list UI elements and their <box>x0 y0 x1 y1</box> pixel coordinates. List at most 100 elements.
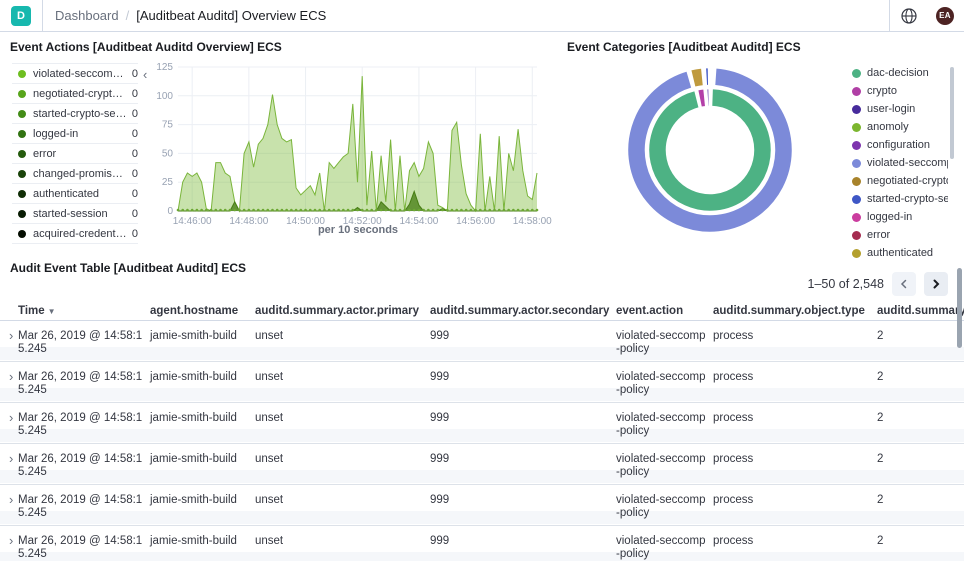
legend-label: configuration <box>867 139 930 151</box>
expand-row-icon[interactable]: › <box>9 328 14 343</box>
divider <box>889 0 890 31</box>
donut-segment-negotiated-crypto[interactable] <box>689 67 705 89</box>
audit-table-panel-title[interactable]: Audit Event Table [Auditbeat Auditd] ECS <box>10 261 246 275</box>
legend-item[interactable]: negotiated-crypto-key0 <box>12 83 138 103</box>
legend-item[interactable]: anomoly <box>852 118 948 136</box>
expand-row-icon[interactable]: › <box>9 492 14 507</box>
table-cell: violated-seccomp-policy <box>616 453 706 478</box>
column-header-auditd-summary-actor-primary: auditd.summary.actor.primary <box>255 305 420 317</box>
event-actions-area-chart[interactable]: 0 25 50 75 100 125 14:46:00 14:48:00 14:50:00 14:… <box>140 55 560 245</box>
expand-row-icon[interactable]: › <box>9 369 14 384</box>
legend-item[interactable]: crypto <box>852 82 948 100</box>
row-stripe <box>0 511 964 524</box>
legend-item[interactable]: started-crypto-se... <box>852 190 948 208</box>
legend-value: 0 <box>131 227 138 240</box>
collapse-legend-icon[interactable]: ‹ <box>143 67 148 82</box>
svg-text:125: 125 <box>156 62 173 73</box>
legend-item[interactable]: user-login <box>852 100 948 118</box>
legend-item[interactable]: configuration <box>852 136 948 154</box>
legend-item[interactable]: error <box>852 226 948 244</box>
legend-color-dot <box>852 176 861 186</box>
table-row: › Mar 26, 2019 @ 14:58:15.245 jamie-smith-… <box>0 321 964 362</box>
svg-text:75: 75 <box>162 120 174 131</box>
table-cell: Mar 26, 2019 @ 14:58:15.245 <box>18 412 143 437</box>
column-header-expand <box>0 300 18 320</box>
donut-segment-crypto[interactable] <box>696 87 707 109</box>
svg-text:14:46:00: 14:46:00 <box>173 216 212 227</box>
table-cell: 2 <box>877 412 884 424</box>
legend-color-dot <box>18 109 26 118</box>
legend-value: 0 <box>131 147 138 160</box>
table-cell: process <box>713 330 754 342</box>
donut-segment-user-login[interactable] <box>705 87 711 108</box>
legend-item[interactable]: negotiated-crypto... <box>852 172 948 190</box>
avatar[interactable]: EA <box>936 6 954 25</box>
breadcrumb-dashboard[interactable]: Dashboard <box>55 8 119 23</box>
table-cell: violated-seccomp-policy <box>616 412 706 437</box>
event-actions-panel-title[interactable]: Event Actions [Auditbeat Auditd Overview… <box>10 40 282 54</box>
column-header-time[interactable]: Time ▼ <box>18 305 56 317</box>
column-header-auditd-summary-object-type: auditd.summary.object.type <box>713 305 865 317</box>
table-cell: Mar 26, 2019 @ 14:58:15.245 <box>18 494 143 519</box>
legend-value: 0 <box>131 167 138 180</box>
column-header-auditd-summary: auditd.summary <box>877 305 964 317</box>
legend-item[interactable]: started-session 0 <box>12 203 138 223</box>
table-cell: 2 <box>877 494 884 506</box>
expand-row-icon[interactable]: › <box>9 410 14 425</box>
legend-item[interactable]: started-crypto-sessi... 0 <box>12 103 138 123</box>
svg-text:0: 0 <box>167 206 173 217</box>
table-cell: 2 <box>877 330 884 342</box>
table-cell: 2 <box>877 371 884 383</box>
legend-item[interactable]: error 0 <box>12 143 138 163</box>
legend-label: dac-decision <box>867 67 929 79</box>
event-actions-legend: violated-seccomp-p... 0 negotiated-crypto-… <box>12 63 138 244</box>
legend-scrollbar[interactable] <box>950 67 954 159</box>
legend-label: user-login <box>867 103 916 115</box>
help-globe-icon[interactable] <box>900 7 918 25</box>
legend-item[interactable]: authenticated 0 <box>12 183 138 203</box>
legend-item[interactable]: violated-seccomp... <box>852 154 948 172</box>
previous-page-button[interactable] <box>892 272 916 296</box>
table-cell: unset <box>255 330 284 342</box>
table-cell: jamie-smith-build <box>150 453 237 465</box>
next-page-button[interactable] <box>924 272 948 296</box>
legend-item[interactable]: logged-in 0 <box>12 123 138 143</box>
table-row: › Mar 26, 2019 @ 14:58:15.245 jamie-smith-… <box>0 362 964 403</box>
table-cell: unset <box>255 494 284 506</box>
donut-segment-started-crypto-se[interactable] <box>704 66 710 87</box>
legend-item[interactable]: dac-decision <box>852 64 948 82</box>
column-header-auditd-summary-actor-secondary: auditd.summary.actor.secondary <box>430 305 610 317</box>
page-scrollbar[interactable] <box>957 268 962 348</box>
table-cell: jamie-smith-build <box>150 535 237 547</box>
legend-item[interactable]: acquired-credentials 0 <box>12 223 138 244</box>
legend-item[interactable]: authenticated <box>852 244 948 262</box>
table-cell: unset <box>255 412 284 424</box>
legend-value: 0 <box>131 127 138 140</box>
table-cell: Mar 26, 2019 @ 14:58:15.245 <box>18 453 143 478</box>
table-cell: unset <box>255 535 284 547</box>
legend-label: logged-in <box>33 127 79 140</box>
expand-row-icon[interactable]: › <box>9 533 14 548</box>
legend-color-dot <box>852 158 861 168</box>
deployment-logo[interactable]: D <box>11 5 31 26</box>
donut-segment-violated-seccomp[interactable] <box>626 66 794 234</box>
chevron-right-icon <box>933 279 940 289</box>
table-cell: unset <box>255 453 284 465</box>
table-cell: process <box>713 412 754 424</box>
page-title: [Auditbeat Auditd] Overview ECS <box>136 8 327 23</box>
donut-segment-dac-decision[interactable] <box>647 87 773 213</box>
legend-label: authenticated <box>867 247 934 259</box>
legend-item[interactable]: violated-seccomp-p... 0 <box>12 63 138 83</box>
legend-item[interactable]: changed-promiscuo...0 <box>12 163 138 183</box>
legend-value: 0 <box>131 207 138 220</box>
legend-item[interactable]: logged-in <box>852 208 948 226</box>
row-stripe <box>0 552 964 561</box>
legend-value: 0 <box>131 107 138 120</box>
event-categories-panel-title[interactable]: Event Categories [Auditbeat Auditd] ECS <box>567 40 801 54</box>
legend-color-dot <box>852 194 861 204</box>
expand-row-icon[interactable]: › <box>9 451 14 466</box>
svg-text:14:50:00: 14:50:00 <box>286 216 325 227</box>
event-categories-donut-chart[interactable] <box>598 50 828 250</box>
legend-label: error <box>867 229 891 241</box>
legend-label: authenticated <box>33 187 100 200</box>
